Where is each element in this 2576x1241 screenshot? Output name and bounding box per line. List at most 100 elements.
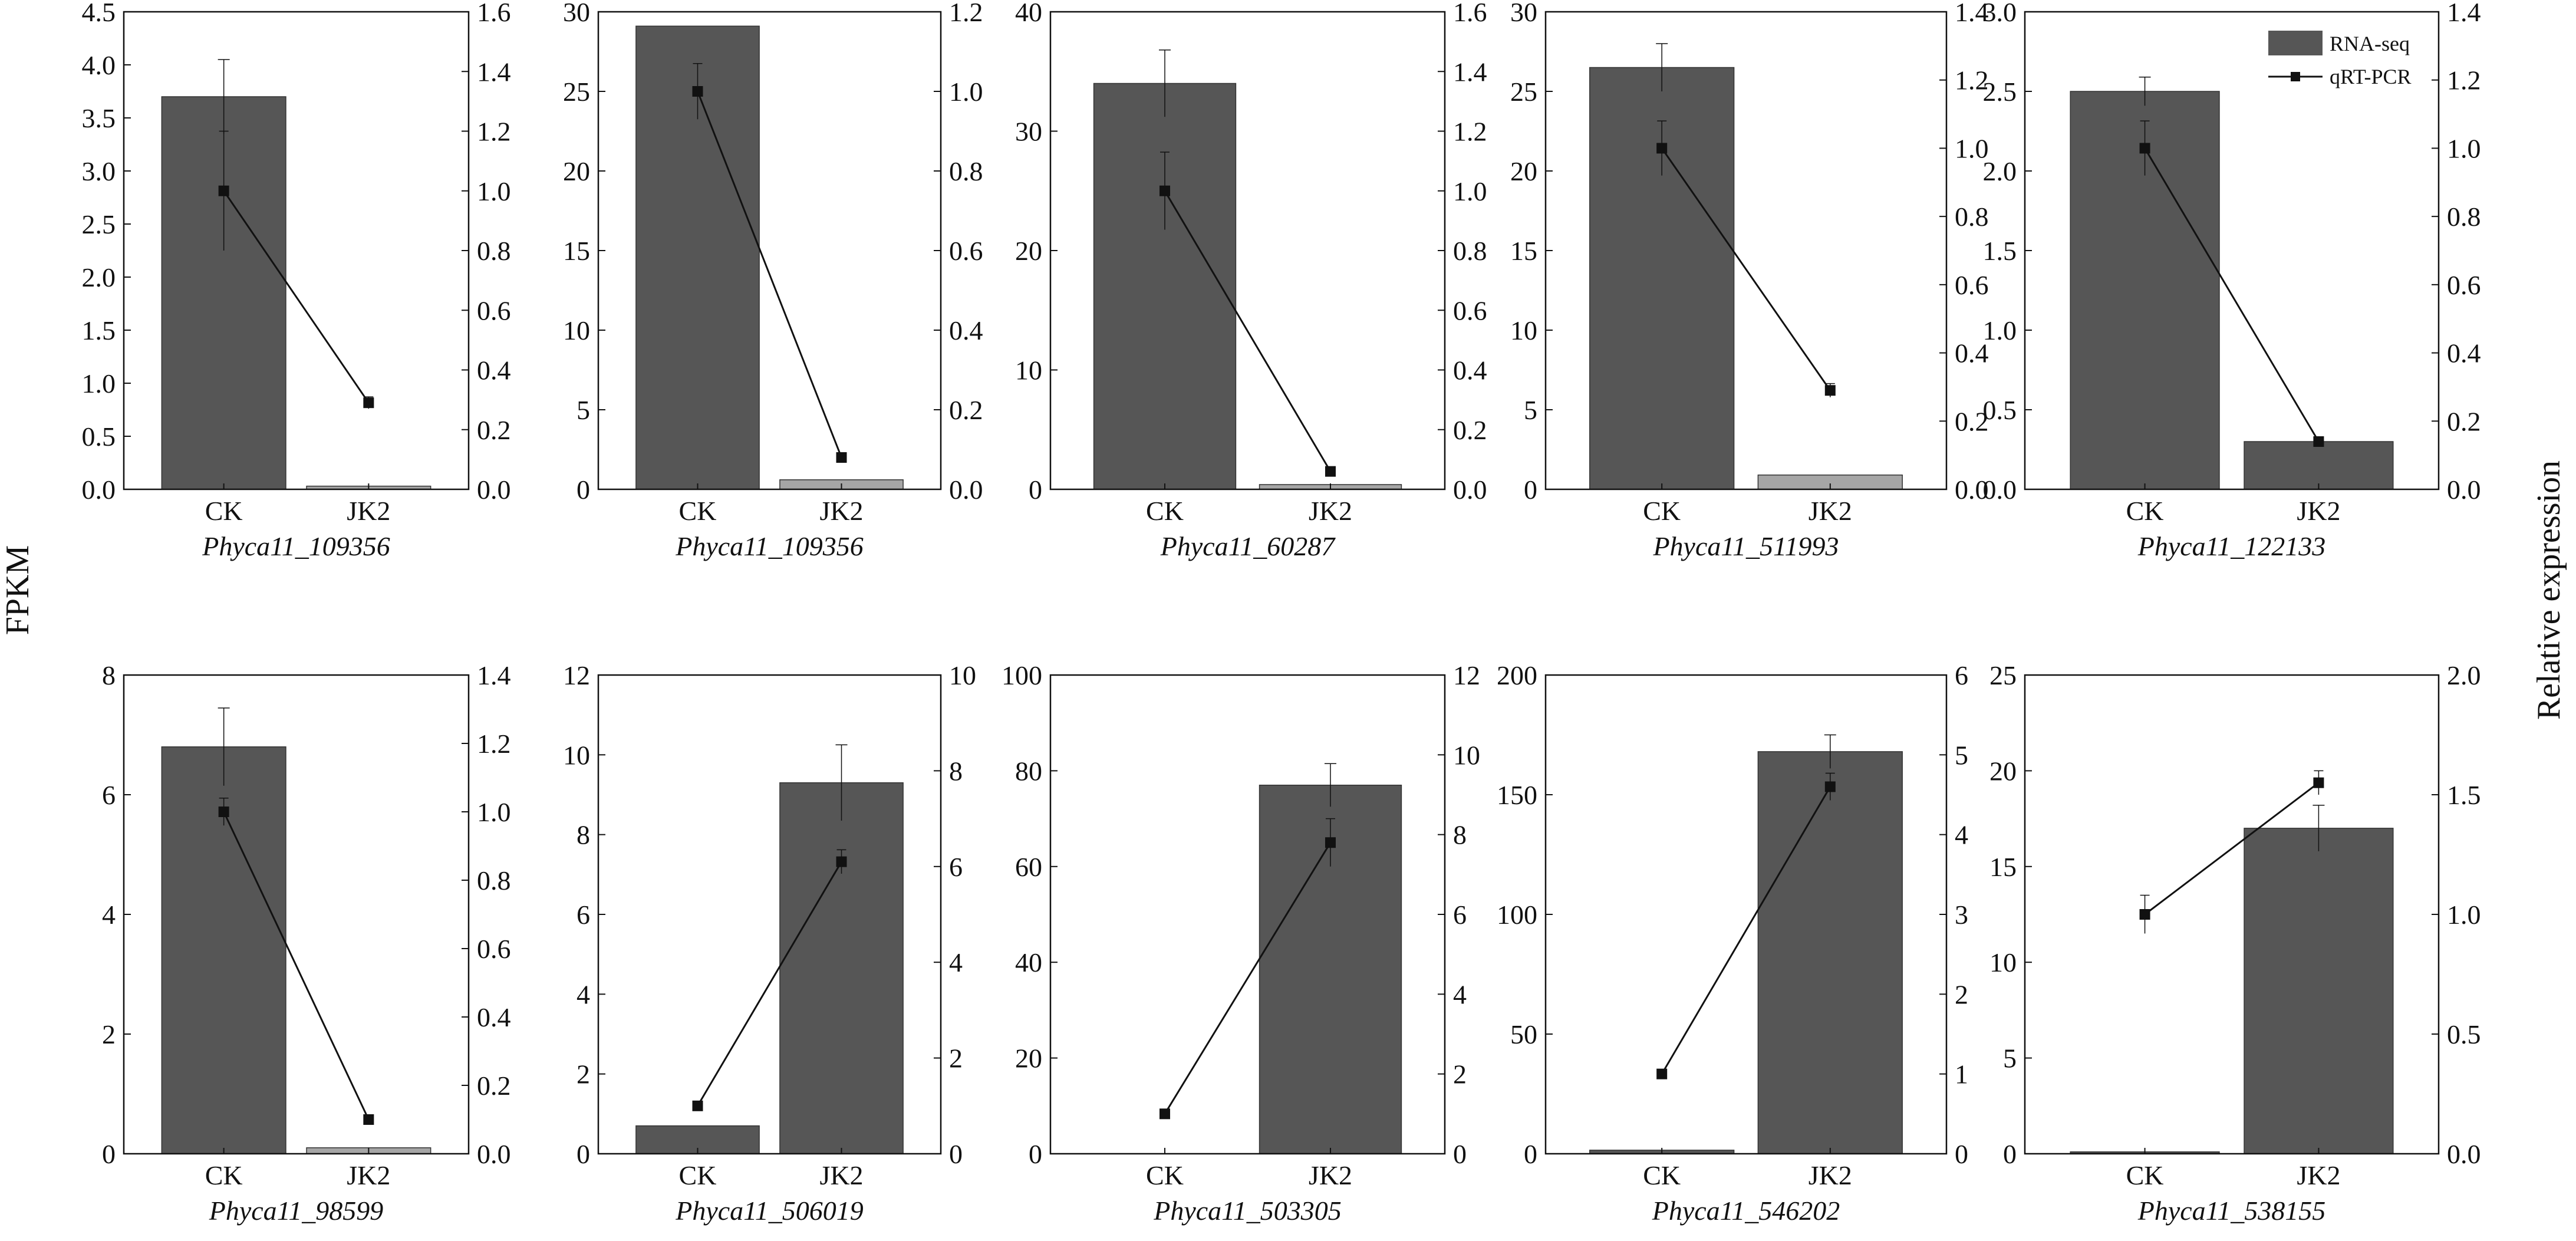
left-tick-label: 10 xyxy=(1015,355,1042,386)
right-tick-label: 1.0 xyxy=(2447,133,2481,163)
left-tick-label: 30 xyxy=(1015,117,1042,147)
right-tick-label: 0.2 xyxy=(477,1071,511,1101)
gene-label: Phyca11_503305 xyxy=(1153,1196,1342,1226)
bar-jk2 xyxy=(2244,828,2394,1154)
category-label-jk2: JK2 xyxy=(819,496,863,526)
right-tick-label: 1.0 xyxy=(477,176,511,206)
left-tick-label: 4 xyxy=(102,900,116,930)
qpcr-point-jk2 xyxy=(836,856,847,867)
right-tick-label: 6 xyxy=(949,852,963,882)
right-tick-label: 1.2 xyxy=(477,729,511,759)
right-tick-label: 10 xyxy=(1453,740,1480,770)
right-tick-label: 0.0 xyxy=(2447,1139,2481,1169)
left-tick-label: 10 xyxy=(563,315,590,345)
category-label-ck: CK xyxy=(679,496,717,526)
right-tick-label: 1.0 xyxy=(1453,176,1487,206)
qpcr-line xyxy=(1164,190,1332,472)
qpcr-line xyxy=(223,190,370,404)
right-tick-label: 0.0 xyxy=(949,475,983,505)
right-tick-label: 0.8 xyxy=(477,236,511,266)
left-tick-label: 0 xyxy=(2003,1139,2017,1169)
right-tick-label: 0.0 xyxy=(2447,475,2481,505)
left-tick-label: 0.5 xyxy=(1983,395,2017,425)
qpcr-line xyxy=(1661,147,1831,391)
qpcr-point-ck xyxy=(2139,143,2150,154)
qpcr-line xyxy=(1661,786,1831,1075)
left-tick-label: 3.0 xyxy=(1983,0,2017,27)
right-tick-label: 8 xyxy=(1453,820,1467,850)
left-tick-label: 1.5 xyxy=(1983,236,2017,266)
category-label-jk2: JK2 xyxy=(1309,1160,1352,1190)
right-tick-label: 12 xyxy=(1453,660,1480,690)
category-label-ck: CK xyxy=(1146,496,1184,526)
right-tick-label: 0.2 xyxy=(1955,406,1989,436)
right-tick-label: 1.0 xyxy=(949,77,983,107)
right-tick-label: 0 xyxy=(1955,1139,1968,1169)
right-tick-label: 2.0 xyxy=(2447,660,2481,690)
right-tick-label: 0.6 xyxy=(477,934,511,964)
right-tick-label: 1.6 xyxy=(477,0,511,27)
right-tick-label: 0.4 xyxy=(949,315,983,345)
left-tick-label: 0 xyxy=(577,475,590,505)
category-label-ck: CK xyxy=(1643,496,1681,526)
qpcr-point-ck xyxy=(218,807,229,817)
left-tick-label: 15 xyxy=(1510,236,1537,266)
right-tick-label: 4 xyxy=(1453,979,1467,1009)
legend-rnaseq-swatch xyxy=(2268,31,2323,55)
left-tick-label: 0 xyxy=(1524,475,1537,505)
left-tick-label: 100 xyxy=(1002,660,1042,690)
right-tick-label: 10 xyxy=(949,660,976,690)
right-tick-label: 0.4 xyxy=(477,355,511,386)
right-tick-label: 1.6 xyxy=(1453,0,1487,27)
right-tick-label: 0 xyxy=(949,1139,963,1169)
gene-label: Phyca11_109356 xyxy=(202,531,390,561)
panel-9: 0 50 100 150 200 0 1 2 3 4 5 6 CK JK2 Phyca11_546202 xyxy=(1497,660,1968,1226)
right-tick-label: 4 xyxy=(949,947,963,977)
right-tick-label: 8 xyxy=(949,756,963,786)
right-tick-label: 0.4 xyxy=(2447,338,2481,368)
right-tick-label: 0.8 xyxy=(1955,202,1989,232)
left-tick-label: 200 xyxy=(1497,660,1537,690)
category-label-jk2: JK2 xyxy=(2297,1160,2340,1190)
right-tick-label: 0.2 xyxy=(1453,415,1487,445)
left-tick-label: 50 xyxy=(1510,1019,1537,1049)
right-tick-label: 1.4 xyxy=(2447,0,2481,27)
left-tick-label: 10 xyxy=(1510,315,1537,345)
qpcr-point-ck xyxy=(1656,1068,1668,1079)
left-tick-label: 20 xyxy=(563,156,590,186)
panel-1: 0.0 0.5 1.0 1.5 2.0 2.5 3.0 3.5 4.0 4.5 0.0 0.2 0.4 0… xyxy=(82,0,511,561)
panel-7: 0 2 4 6 8 10 12 0 2 4 6 8 10 CK JK2 Phyca11_506019 xyxy=(563,660,976,1226)
left-tick-label: 25 xyxy=(1989,660,2017,690)
right-tick-label: 1.0 xyxy=(477,797,511,827)
left-tick-label: 100 xyxy=(1497,900,1537,930)
qpcr-point-jk2 xyxy=(2313,777,2324,788)
right-tick-label: 1.4 xyxy=(1453,57,1487,87)
right-tick-label: 2 xyxy=(1453,1059,1467,1089)
category-label-jk2: JK2 xyxy=(819,1160,863,1190)
left-tick-label: 2.5 xyxy=(82,209,116,239)
gene-label: Phyca11_546202 xyxy=(1652,1196,1840,1226)
right-tick-label: 6 xyxy=(1453,900,1467,930)
category-label-ck: CK xyxy=(1643,1160,1681,1190)
right-tick-label: 0.4 xyxy=(1453,355,1487,386)
panels-group: 0.00.51.01.52.02.53.03.54.04.50.00.20.40… xyxy=(82,0,2481,1226)
category-label-ck: CK xyxy=(2126,1160,2164,1190)
bar-jk2 xyxy=(2244,441,2394,490)
category-label-jk2: JK2 xyxy=(1809,496,1852,526)
left-tick-label: 0 xyxy=(1029,1139,1042,1169)
category-label-jk2: JK2 xyxy=(347,496,390,526)
right-tick-label: 0.0 xyxy=(477,1139,511,1169)
right-tick-label: 5 xyxy=(1955,740,1968,770)
left-tick-label: 0 xyxy=(1524,1139,1537,1169)
right-tick-label: 3 xyxy=(1955,900,1968,930)
qpcr-point-jk2 xyxy=(2313,436,2324,447)
left-tick-label: 60 xyxy=(1015,852,1042,882)
left-tick-label: 20 xyxy=(1015,1044,1042,1074)
right-tick-label: 0 xyxy=(1453,1139,1467,1169)
right-tick-label: 1.2 xyxy=(949,0,983,27)
right-tick-label: 1.2 xyxy=(477,117,511,147)
right-tick-label: 0.0 xyxy=(1955,475,1989,505)
left-tick-label: 4.0 xyxy=(82,50,116,80)
gene-label: Phyca11_98599 xyxy=(209,1196,384,1226)
